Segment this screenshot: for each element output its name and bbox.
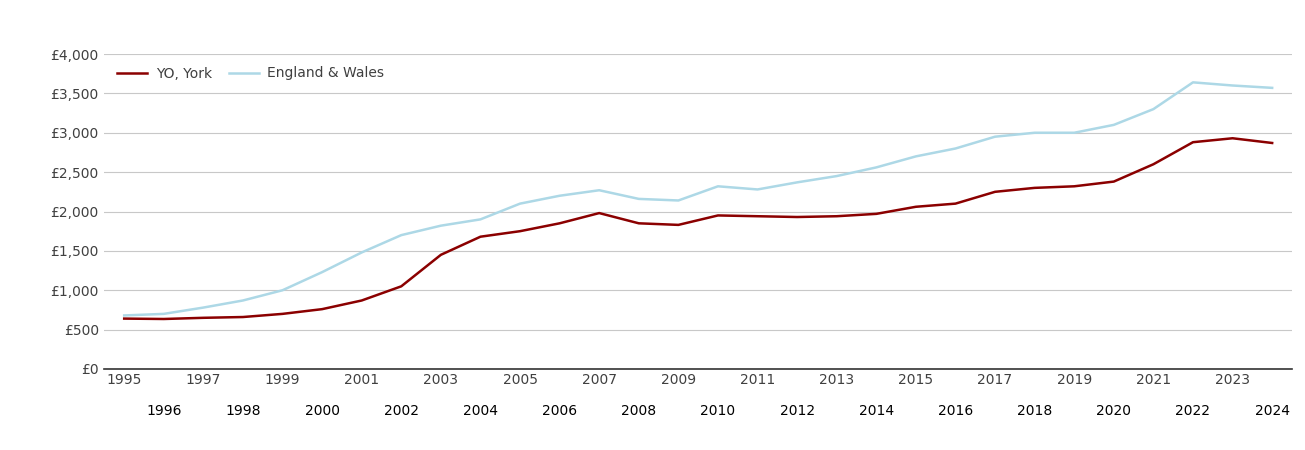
Legend: YO, York, England & Wales: YO, York, England & Wales xyxy=(111,61,390,86)
England & Wales xyxy=(1265,85,1280,90)
YO, York xyxy=(116,316,132,321)
England & Wales xyxy=(472,216,488,222)
YO, York xyxy=(1066,184,1082,189)
England & Wales xyxy=(1185,80,1201,85)
England & Wales xyxy=(196,305,211,310)
YO, York xyxy=(671,222,686,228)
England & Wales xyxy=(988,134,1004,140)
YO, York xyxy=(868,211,883,216)
YO, York xyxy=(591,210,607,216)
YO, York xyxy=(552,220,568,226)
YO, York xyxy=(749,213,765,219)
England & Wales xyxy=(790,180,805,185)
YO, York xyxy=(908,204,924,209)
YO, York xyxy=(235,314,251,319)
England & Wales xyxy=(235,298,251,303)
England & Wales xyxy=(1027,130,1043,135)
England & Wales xyxy=(908,154,924,159)
England & Wales xyxy=(710,184,726,189)
England & Wales xyxy=(1146,107,1161,112)
YO, York xyxy=(512,229,527,234)
England & Wales xyxy=(632,196,647,202)
England & Wales xyxy=(393,232,408,238)
England & Wales xyxy=(552,193,568,198)
YO, York xyxy=(472,234,488,239)
YO, York xyxy=(829,213,844,219)
England & Wales xyxy=(1105,122,1121,128)
YO, York xyxy=(275,311,291,317)
YO, York xyxy=(315,306,330,312)
England & Wales xyxy=(433,223,449,228)
England & Wales xyxy=(749,187,765,192)
YO, York xyxy=(988,189,1004,194)
England & Wales xyxy=(275,288,291,293)
England & Wales xyxy=(512,201,527,206)
YO, York xyxy=(710,213,726,218)
YO, York xyxy=(1185,140,1201,145)
England & Wales xyxy=(155,311,171,317)
England & Wales xyxy=(354,250,369,255)
YO, York xyxy=(1146,162,1161,167)
YO, York xyxy=(1224,135,1240,141)
YO, York xyxy=(393,284,408,289)
Line: England & Wales: England & Wales xyxy=(124,82,1272,315)
YO, York xyxy=(433,252,449,257)
YO, York xyxy=(790,214,805,220)
England & Wales xyxy=(591,188,607,193)
YO, York xyxy=(1105,179,1121,184)
England & Wales xyxy=(947,146,963,151)
England & Wales xyxy=(671,198,686,203)
YO, York xyxy=(1027,185,1043,191)
YO, York xyxy=(1265,140,1280,146)
YO, York xyxy=(196,315,211,320)
England & Wales xyxy=(116,313,132,318)
YO, York xyxy=(354,298,369,303)
England & Wales xyxy=(829,173,844,179)
England & Wales xyxy=(1224,83,1240,88)
England & Wales xyxy=(868,165,883,170)
England & Wales xyxy=(315,270,330,275)
Line: YO, York: YO, York xyxy=(124,138,1272,319)
YO, York xyxy=(155,316,171,322)
YO, York xyxy=(947,201,963,206)
YO, York xyxy=(632,220,647,226)
England & Wales xyxy=(1066,130,1082,135)
